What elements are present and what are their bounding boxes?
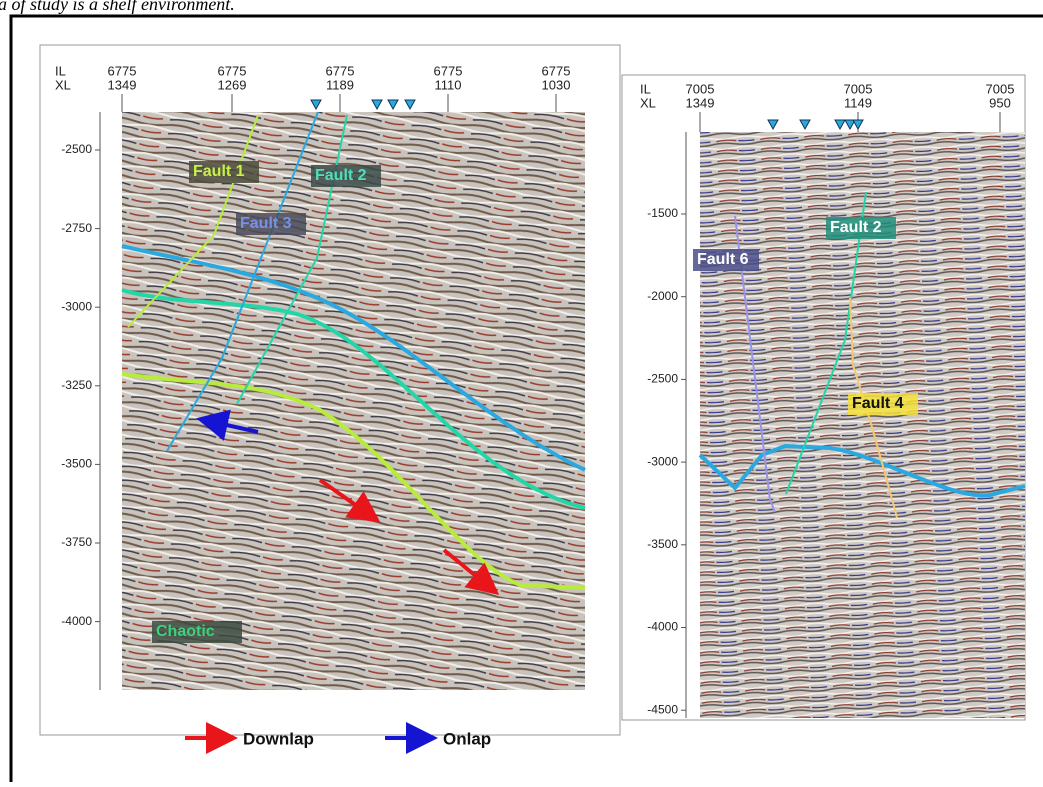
depth-label: -4000 (647, 620, 678, 634)
axis-label: XL (55, 77, 71, 92)
xl-label: 1110 (435, 77, 462, 92)
il-label: 7005 (986, 81, 1015, 96)
xl-label: 1269 (218, 77, 247, 92)
depth-label: -2500 (61, 142, 92, 156)
depth-label: -2500 (647, 372, 678, 386)
depth-label: -1500 (647, 206, 678, 220)
fault-label: Fault 6 (697, 251, 749, 268)
depth-label: -3000 (61, 299, 92, 313)
xl-label: 950 (989, 95, 1011, 110)
xl-label: 1349 (108, 77, 137, 92)
axis-label: XL (640, 95, 656, 110)
depth-label: -3000 (647, 454, 678, 468)
depth-label: -4500 (647, 702, 678, 716)
xl-label: 1149 (844, 95, 872, 110)
legend-label: Onlap (443, 729, 491, 748)
il-label: 7005 (686, 81, 715, 96)
depth-label: -3500 (647, 537, 678, 551)
depth-label: -2750 (61, 221, 92, 235)
legend-label: Downlap (243, 729, 314, 748)
xl-label: 1349 (686, 95, 715, 110)
depth-label: -3500 (61, 457, 92, 471)
il-label: 6775 (108, 63, 137, 78)
depth-label: -2000 (647, 289, 678, 303)
xl-label: 1189 (326, 77, 354, 92)
caption: a of study is a shelf environment. (0, 0, 235, 14)
il-label: 6775 (542, 63, 571, 78)
il-label: 6775 (218, 63, 247, 78)
figure: a of study is a shelf environment. Fault… (0, 0, 1043, 782)
fault-label: Chaotic (156, 623, 215, 640)
depth-label: -4000 (61, 614, 92, 628)
fault-label: Fault 1 (193, 163, 245, 180)
depth-label: -3250 (61, 378, 92, 392)
fault-label: Fault 2 (315, 167, 367, 184)
il-label: 7005 (844, 81, 873, 96)
fault-label: Fault 3 (240, 215, 292, 232)
il-label: 6775 (434, 63, 463, 78)
fault-label: Fault 2 (830, 219, 882, 236)
axis-label: IL (55, 63, 66, 78)
depth-label: -3750 (61, 535, 92, 549)
fault-label: Fault 4 (852, 395, 904, 412)
left-seismic (122, 112, 585, 690)
xl-label: 1030 (542, 77, 571, 92)
axis-label: IL (640, 81, 651, 96)
il-label: 6775 (326, 63, 355, 78)
